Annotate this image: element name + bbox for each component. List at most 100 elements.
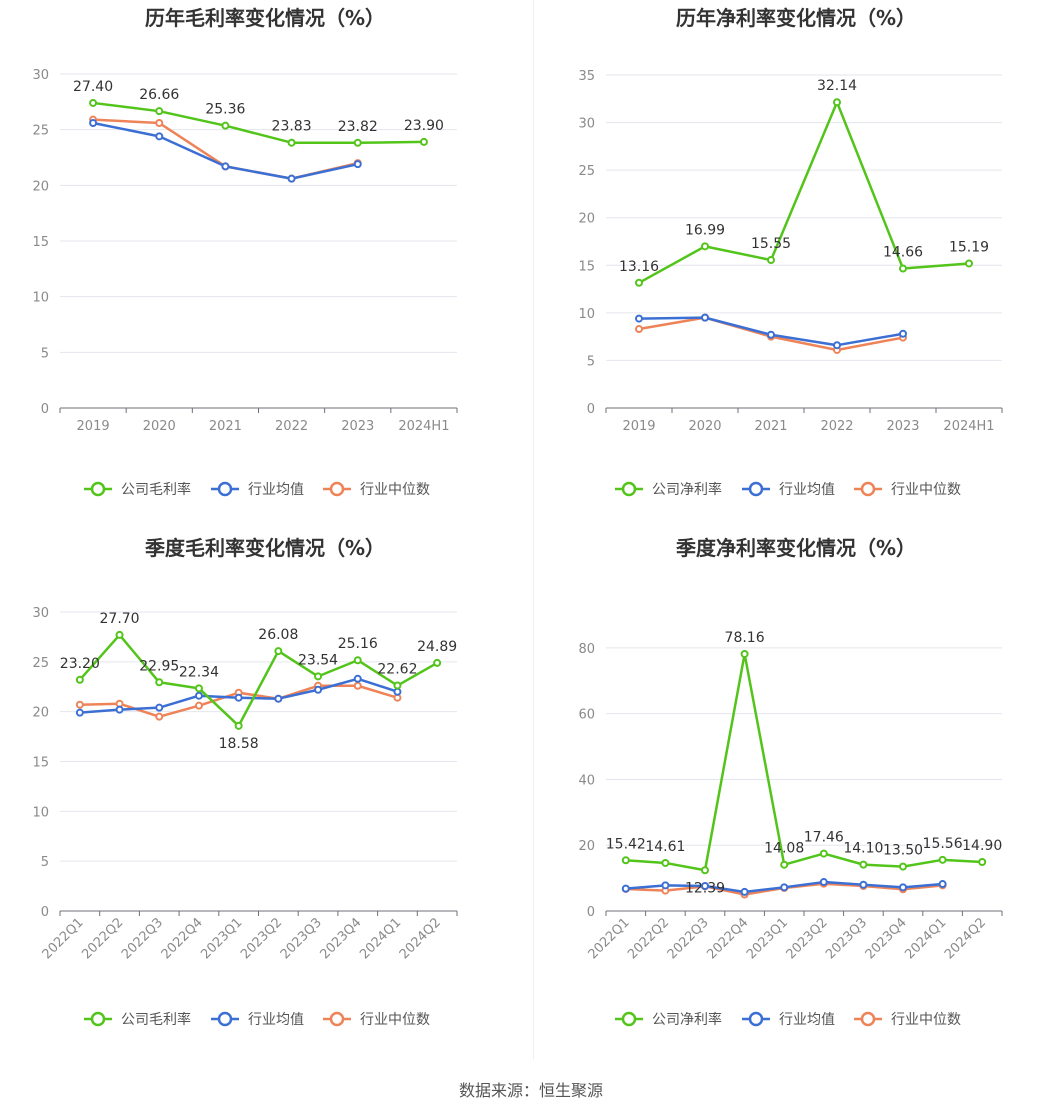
data-point (393, 681, 402, 690)
data-label: 78.16 (725, 630, 765, 646)
x-tick-label: 2023 (341, 419, 374, 434)
chart-quarterly-gross: 季度毛利率变化情况（%）0510152025302022Q12022Q22022… (32, 536, 458, 1028)
legend-swatch-marker (217, 481, 233, 497)
data-point (75, 675, 84, 684)
data-label: 15.56 (923, 836, 963, 852)
data-point (938, 855, 947, 864)
y-tick-label: 5 (41, 346, 49, 361)
data-point (701, 882, 709, 891)
legend-label: 公司净利率 (652, 481, 722, 498)
legend-item: 行业中位数 (854, 1011, 961, 1028)
legend-swatch-marker (329, 1011, 345, 1027)
data-label: 14.08 (764, 841, 804, 857)
chart-title: 历年毛利率变化情况（%） (145, 6, 385, 30)
x-tick-label: 2023 (886, 419, 919, 434)
data-label: 27.40 (73, 79, 113, 95)
legend-label: 行业均值 (779, 1012, 835, 1028)
data-label: 25.16 (338, 636, 378, 652)
x-tick-label: 2023Q1 (744, 915, 791, 962)
data-point (978, 857, 987, 866)
panel-divider (533, 0, 534, 1060)
legend-swatch-marker (748, 1011, 764, 1027)
data-point (635, 314, 643, 323)
legend-label: 行业均值 (248, 482, 304, 498)
y-tick-label: 25 (578, 164, 595, 179)
x-tick-label: 2024H1 (943, 419, 994, 434)
legend-item: 行业均值 (742, 1011, 835, 1028)
data-point (899, 329, 907, 338)
chart-title: 季度毛利率变化情况（%） (144, 536, 385, 560)
data-point (701, 242, 709, 251)
data-point (635, 325, 643, 334)
legend-swatch-marker (90, 1011, 106, 1027)
data-label: 14.61 (645, 839, 685, 855)
legend-item: 公司净利率 (615, 1011, 722, 1028)
data-point (740, 887, 749, 896)
y-tick-label: 5 (41, 855, 49, 870)
data-point (274, 647, 283, 656)
data-point (833, 98, 841, 107)
data-point (353, 656, 362, 665)
data-point (115, 630, 124, 639)
x-tick-label: 2023Q3 (278, 915, 325, 962)
data-label: 15.55 (751, 236, 791, 252)
data-source-note: 数据来源：恒生聚源 (458, 1081, 603, 1100)
y-tick-label: 5 (587, 354, 595, 369)
x-tick-label: 2023Q4 (863, 915, 910, 962)
data-label: 26.08 (258, 627, 298, 643)
y-tick-label: 40 (578, 773, 595, 788)
legend-label: 行业均值 (779, 482, 835, 498)
y-tick-label: 80 (578, 642, 595, 657)
data-point (661, 881, 670, 890)
data-label: 17.46 (804, 830, 844, 846)
x-tick-label: 2023Q4 (317, 915, 364, 962)
legend-item: 公司毛利率 (84, 481, 191, 498)
y-tick-label: 15 (578, 259, 595, 274)
legend-item: 行业中位数 (323, 481, 430, 498)
y-tick-label: 15 (32, 756, 49, 771)
data-label: 22.62 (377, 662, 417, 678)
data-point (287, 138, 296, 147)
data-point (353, 681, 362, 690)
x-tick-label: 2022Q3 (665, 915, 712, 962)
data-label: 22.34 (179, 664, 219, 680)
data-point (433, 658, 442, 667)
y-tick-label: 35 (578, 69, 595, 84)
data-point (234, 721, 243, 730)
legend-label: 行业中位数 (360, 1012, 430, 1028)
data-point (859, 860, 868, 869)
chart-annual-net: 历年净利率变化情况（%） 0 5 10 15 20 25 30 35 2019 2020 2021 20… (578, 6, 1003, 498)
chart-title: 历年净利率变化情况（%） (676, 6, 916, 30)
data-point (833, 341, 841, 350)
data-label: 14.66 (883, 245, 923, 261)
legend-label: 公司毛利率 (121, 1011, 191, 1028)
data-label: 23.82 (338, 119, 378, 135)
chart-panel-annual-gross: 历年毛利率变化情况（%） 0 5 10 15 20 25 30 2019 2020 2021 2022… (0, 0, 531, 530)
data-point (621, 856, 630, 865)
legend-swatch-marker (90, 481, 106, 497)
data-point (234, 693, 243, 702)
legend-label: 行业中位数 (891, 1012, 961, 1028)
chart-title: 季度净利率变化情况（%） (675, 536, 916, 560)
data-point (419, 137, 428, 146)
data-point (899, 264, 907, 273)
legend-item: 公司毛利率 (84, 1011, 191, 1028)
data-point (780, 860, 789, 869)
data-point (767, 256, 775, 265)
y-tick-label: 0 (587, 402, 595, 417)
data-point (221, 162, 230, 171)
data-label: 14.10 (843, 841, 883, 857)
data-label: 12.39 (685, 880, 725, 896)
data-point (621, 884, 630, 893)
x-tick-label: 2023Q1 (198, 915, 245, 962)
data-label: 26.66 (139, 87, 179, 103)
y-tick-label: 25 (32, 124, 49, 139)
data-point (155, 678, 164, 687)
data-point (859, 880, 868, 889)
x-tick-label: 2022Q4 (159, 915, 206, 962)
chart-quarterly-net: 季度净利率变化情况（%）0204060802022Q12022Q22022Q32… (578, 536, 1003, 1028)
data-point (89, 98, 98, 107)
data-label: 13.16 (619, 259, 659, 275)
data-point (899, 862, 907, 871)
data-point (819, 878, 828, 887)
